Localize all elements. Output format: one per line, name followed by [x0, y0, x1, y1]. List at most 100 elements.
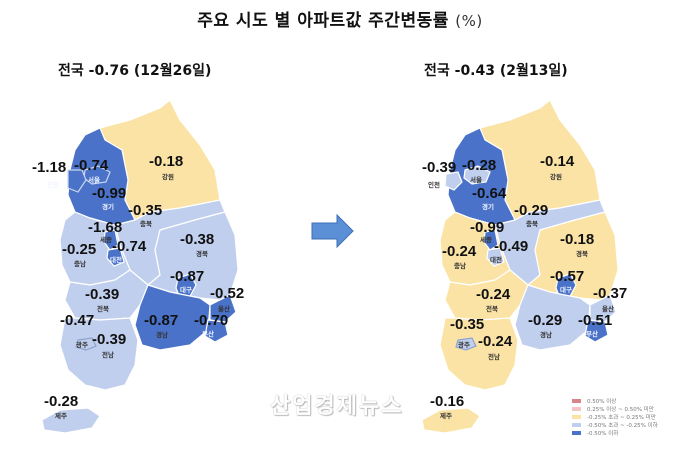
korea-map-right: -0.39 인천 -0.28 서울 -0.64 경기 -0.14 강원 -0.2… [421, 100, 627, 434]
name-sejong: 세종 [480, 235, 492, 244]
region-sejong [483, 229, 499, 251]
region-jeonnam [59, 317, 139, 391]
name-jeonnam: 전남 [488, 352, 500, 361]
legend-label: -0.50% 이하 [587, 431, 619, 437]
value-daejeon: -0.74 [112, 238, 147, 255]
legend-label: 0.50% 이상 [587, 399, 617, 405]
name-chungnam: 충남 [454, 261, 466, 270]
region-busan [584, 319, 609, 343]
national-label-right: 전국 -0.43 (2월13일) [424, 63, 568, 79]
legend-swatch [572, 407, 581, 411]
name-sejong: 세종 [100, 235, 112, 244]
region-ulsan [209, 294, 237, 323]
name-incheon: 인천 [428, 180, 440, 189]
name-gyeongbuk: 경북 [196, 249, 208, 258]
name-gangwon: 강원 [162, 172, 174, 181]
name-chungnam: 충남 [74, 259, 86, 268]
name-gyeonggi: 경기 [102, 202, 114, 211]
value-gyeongnam: -0.87 [144, 312, 178, 329]
region-daejeon [486, 247, 505, 267]
name-jeju: 제주 [55, 411, 67, 420]
region-busan [204, 319, 229, 343]
value-gwangju: -0.35 [450, 316, 484, 333]
legend-swatch [572, 399, 581, 403]
name-seoul: 서울 [470, 175, 482, 184]
name-daegu: 대구 [180, 285, 192, 294]
region-jeju [421, 407, 481, 434]
value-jeonnam: -0.39 [92, 331, 126, 348]
legend-item: -0.50% 초과 ~ -0.25% 이하 [572, 421, 658, 429]
korea-map-left: -1.18 인천 -0.74 서울 -0.99 경기 -0.18 강원 -0.3… [32, 100, 244, 434]
value-busan: -0.51 [578, 312, 612, 329]
legend-item: -0.50% 이하 [572, 429, 658, 437]
chart-title: 주요 시도 별 아파트값 주간변동률 (%) [0, 6, 680, 31]
value-daegu: -0.87 [170, 268, 204, 285]
name-busan: 부산 [202, 329, 214, 338]
region-daejeon [106, 247, 125, 267]
name-jeonnam: 전남 [102, 350, 114, 359]
name-gyeongnam: 경남 [540, 330, 552, 339]
name-daejeon: 대전 [490, 255, 502, 264]
value-daejeon: -0.49 [494, 238, 528, 255]
value-ulsan: -0.37 [593, 285, 627, 302]
region-sejong [103, 229, 119, 251]
name-incheon: 인천 [47, 180, 59, 189]
value-chungnam: -0.25 [62, 241, 96, 258]
region-incheon [67, 169, 87, 193]
value-gyeongnam: -0.29 [528, 312, 562, 329]
value-gyeonggi: -0.64 [472, 185, 507, 202]
legend-swatch [572, 423, 581, 427]
name-gwangju: 광주 [458, 340, 470, 349]
name-ulsan: 울산 [602, 304, 614, 313]
legend: 0.50% 이상 0.25% 이상 ~ 0.50% 미만 -0.25% 초과 ~… [572, 397, 658, 437]
value-daegu: -0.57 [550, 268, 584, 285]
value-gangwon: -0.14 [540, 153, 575, 170]
value-jeonbuk: -0.39 [85, 286, 119, 303]
value-busan: -0.70 [194, 312, 228, 329]
name-daejeon: 대전 [110, 255, 122, 264]
name-gyeongbuk: 경북 [576, 249, 588, 258]
name-jeonbuk: 전북 [486, 304, 498, 313]
name-jeonbuk: 전북 [97, 304, 109, 313]
region-gwangju [75, 337, 97, 351]
title-text: 주요 시도 별 아파트값 주간변동률 [197, 11, 449, 31]
name-gwangju: 광주 [76, 340, 88, 349]
value-jeonnam: -0.24 [478, 333, 513, 350]
value-jeju: -0.16 [430, 393, 464, 410]
region-jeonnam [439, 317, 519, 391]
legend-swatch [572, 415, 581, 419]
name-gangwon: 강원 [550, 172, 562, 181]
region-ulsan [589, 294, 617, 323]
value-gwangju: -0.47 [60, 312, 94, 329]
legend-item: 0.25% 이상 ~ 0.50% 미만 [572, 405, 658, 413]
value-seoul: -0.74 [74, 157, 109, 174]
region-gwangju [455, 337, 477, 351]
value-jeju: -0.28 [44, 393, 78, 410]
legend-label: 0.25% 이상 ~ 0.50% 미만 [587, 407, 654, 413]
value-incheon: -1.18 [32, 159, 66, 176]
name-busan: 부산 [586, 329, 598, 338]
value-seoul: -0.28 [462, 157, 496, 174]
name-jeju: 제주 [440, 411, 452, 420]
arrow-right-icon [311, 214, 354, 248]
value-chungbuk: -0.29 [514, 202, 548, 219]
legend-item: -0.25% 초과 ~ 0.25% 미만 [572, 413, 658, 421]
name-ulsan: 울산 [218, 304, 230, 313]
value-ulsan: -0.52 [210, 285, 244, 302]
value-gyeonggi: -0.99 [92, 185, 126, 202]
value-incheon: -0.39 [422, 159, 456, 176]
name-gyeongnam: 경남 [156, 330, 168, 339]
legend-label: -0.25% 초과 ~ 0.25% 미만 [587, 415, 656, 421]
value-chungbuk: -0.35 [128, 202, 162, 219]
value-chungnam: -0.24 [442, 243, 477, 260]
national-label-left: 전국 -0.76 (12월26일) [58, 63, 212, 79]
region-incheon [444, 171, 463, 191]
value-gyeongbuk: -0.38 [180, 231, 214, 248]
value-sejong: -1.68 [88, 219, 122, 236]
title-unit: (%) [455, 12, 483, 30]
value-sejong: -0.99 [470, 219, 504, 236]
region-jeju [41, 407, 101, 434]
value-gyeongbuk: -0.18 [560, 231, 594, 248]
name-gyeonggi: 경기 [482, 202, 494, 211]
region-seoul [463, 165, 491, 185]
